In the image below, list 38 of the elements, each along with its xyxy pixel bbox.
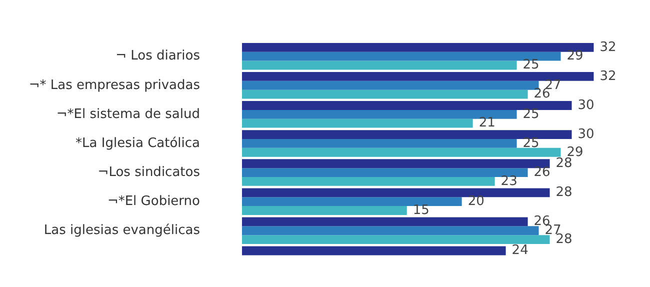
bar: [242, 197, 462, 206]
data-label: 26: [534, 164, 550, 180]
data-label: 30: [578, 126, 594, 142]
bar: [242, 176, 495, 186]
bar: [242, 235, 550, 244]
data-label: 20: [468, 194, 484, 209]
bar: [242, 148, 561, 157]
data-label: 24: [512, 243, 528, 258]
bar: [242, 206, 407, 215]
data-label: 29: [566, 48, 584, 64]
y-tick-label: Las iglesias evangélicas: [44, 223, 200, 238]
bar: [242, 118, 473, 128]
data-label: 23: [500, 174, 518, 189]
y-tick-label: ¬Los sindicatos: [98, 164, 200, 180]
y-tick-label: *La Iglesia Católica: [76, 136, 200, 151]
y-tick-label: ¬*El sistema de salud: [56, 106, 200, 122]
bar: [242, 246, 506, 256]
data-label: 32: [600, 40, 616, 55]
data-label: 25: [522, 136, 540, 151]
bar: [242, 60, 517, 70]
bar: [242, 90, 528, 99]
data-label: 28: [556, 156, 572, 171]
data-label: 25: [522, 58, 540, 73]
data-label: 15: [412, 202, 430, 218]
data-label: 21: [478, 116, 496, 131]
data-label: 32: [600, 68, 616, 84]
data-label: 28: [556, 185, 572, 200]
bar: [242, 101, 572, 110]
bar: [242, 226, 539, 236]
y-tick-label: ¬* Las empresas privadas: [28, 78, 200, 93]
bar: [242, 72, 594, 81]
y-tick-label: ¬*El Gobierno: [107, 194, 200, 209]
y-tick-label: ¬ Los diarios: [116, 48, 200, 64]
bar: [242, 168, 528, 177]
bar: [242, 217, 528, 226]
data-label: 30: [578, 98, 594, 113]
bar: [242, 139, 517, 148]
data-label: 25: [522, 106, 540, 122]
